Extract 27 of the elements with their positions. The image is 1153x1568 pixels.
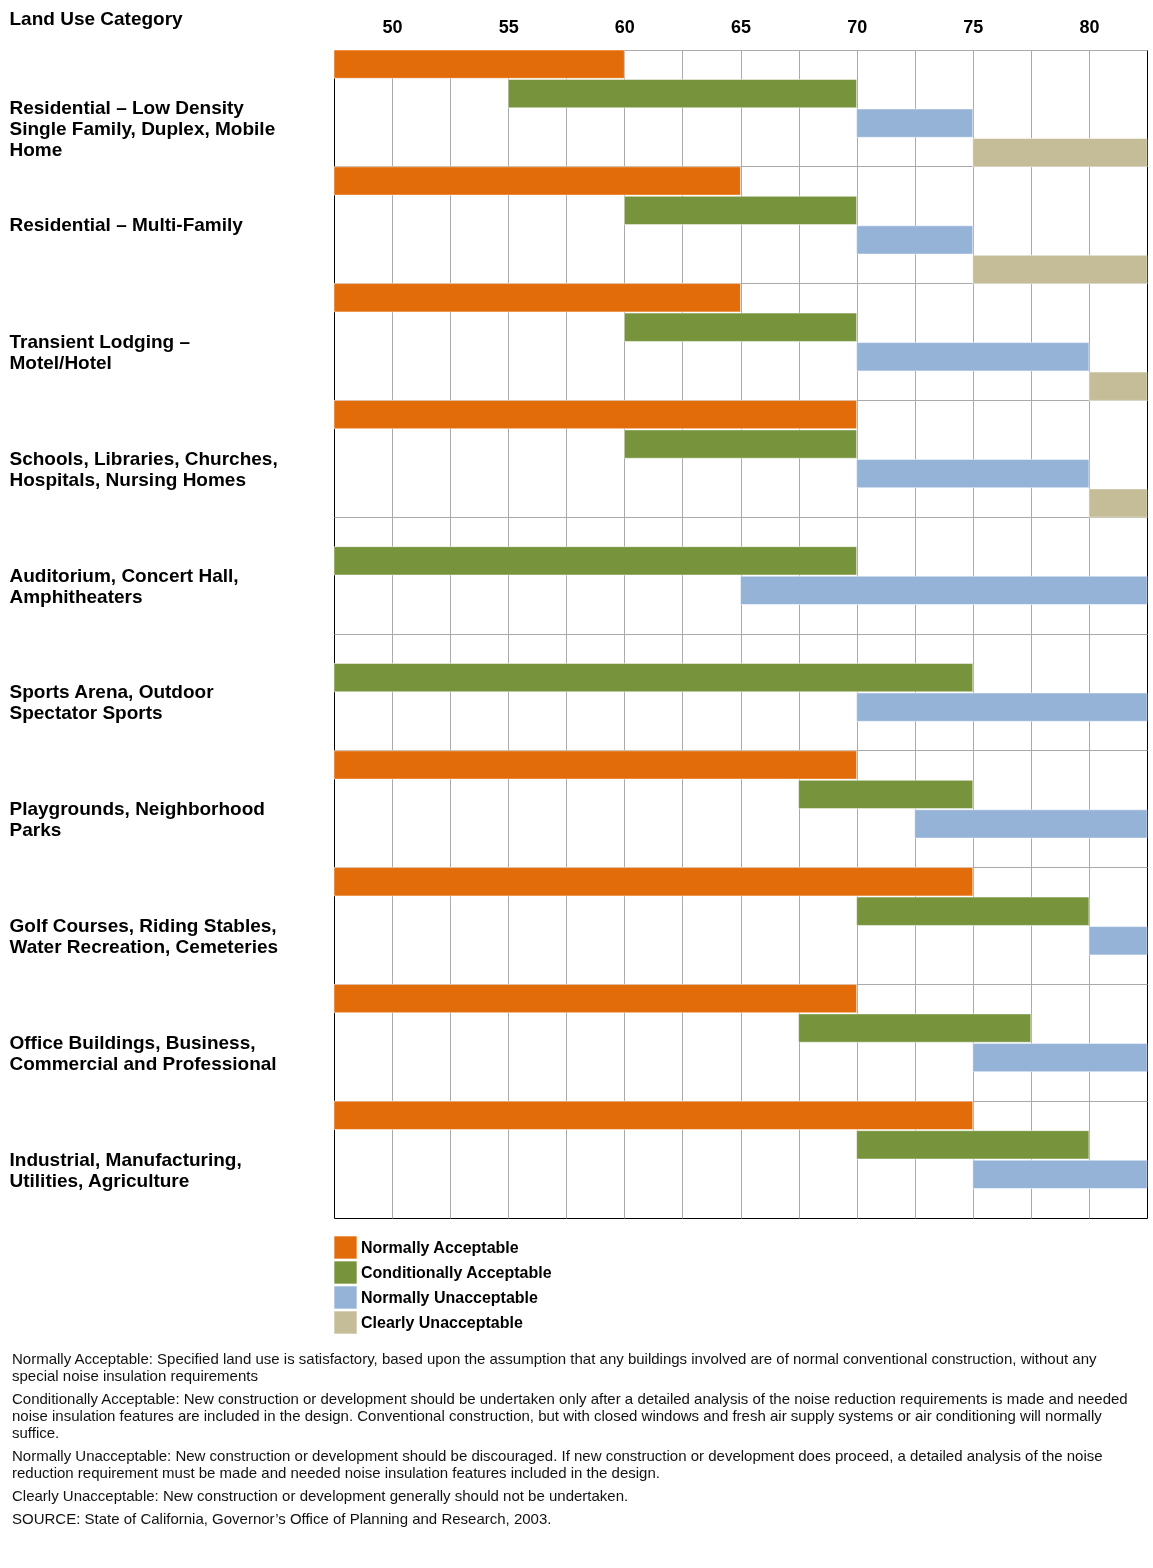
text: Clearly Unacceptable: New construction or development generally should not be undertaken.: [12, 1487, 630, 1504]
y-tick-label: Office Buildings, Business, Commercial and Professional: [9, 1031, 277, 1074]
y-tick-label: Residential – Multi-Family: [9, 214, 244, 236]
source-note: SOURCE: State of California, Governor’s Office of Planning and Research, 2003.: [12, 1510, 553, 1527]
legend-label: Normally Unacceptable: [361, 1288, 539, 1306]
y-tick-label: Residential – Low Density Single Family, Duplex, Mobile Home: [9, 97, 276, 161]
y-tick-label: Sports Arena, Outdoor Spectator Sports: [9, 681, 215, 724]
legend-label: Conditionally Acceptable: [361, 1263, 552, 1281]
y-tick-label: Industrial, Manufacturing, Utilities, Agriculture: [9, 1148, 242, 1191]
x-tick-label: 60: [614, 16, 635, 37]
legend-label: Clearly Unacceptable: [361, 1313, 523, 1331]
y-tick-label: Transient Lodging – Motel/Hotel: [9, 331, 191, 373]
text: Normally Unacceptable: New construction or development should be discouraged. If new construction or development does proceed, a detailed analysis of the noise reduction requirement must be made and needed noise insulation features included in the design.: [12, 1447, 1104, 1481]
y-axis-title: Land Use Category: [9, 7, 184, 29]
y-tick-label: Playgrounds, Neighborhood Parks: [9, 798, 265, 841]
x-tick-label: 80: [1079, 16, 1100, 37]
x-tick-label: 75: [963, 16, 984, 37]
x-tick-label: 65: [730, 16, 752, 37]
y-tick-label: Schools, Libraries, Churches, Hospitals, Nursing Homes: [9, 447, 278, 490]
x-tick-label: 70: [847, 16, 868, 37]
text: Normally Acceptable: Specified land use is satisfactory, based upon the assumption that any buildings involved are of normal conventional construction, without any special noise insulation requirements: [12, 1350, 1098, 1384]
x-tick-label: 50: [382, 16, 403, 37]
y-tick-label: Golf Courses, Riding Stables, Water Recreation, Cemeteries: [9, 915, 279, 957]
text: Conditionally Acceptable: New construction or development should be undertaken only after a detailed analysis of the noise reduction requirements is made and needed noise insulation features are included in the design. Conventional construction, but with closed windows and fresh air supply systems or air conditioning will normally suffice.: [12, 1390, 1129, 1441]
y-tick-label: Auditorium, Concert Hall, Amphitheaters: [9, 564, 239, 607]
x-tick-label: 55: [498, 16, 519, 37]
legend-label: Normally Acceptable: [361, 1238, 519, 1256]
